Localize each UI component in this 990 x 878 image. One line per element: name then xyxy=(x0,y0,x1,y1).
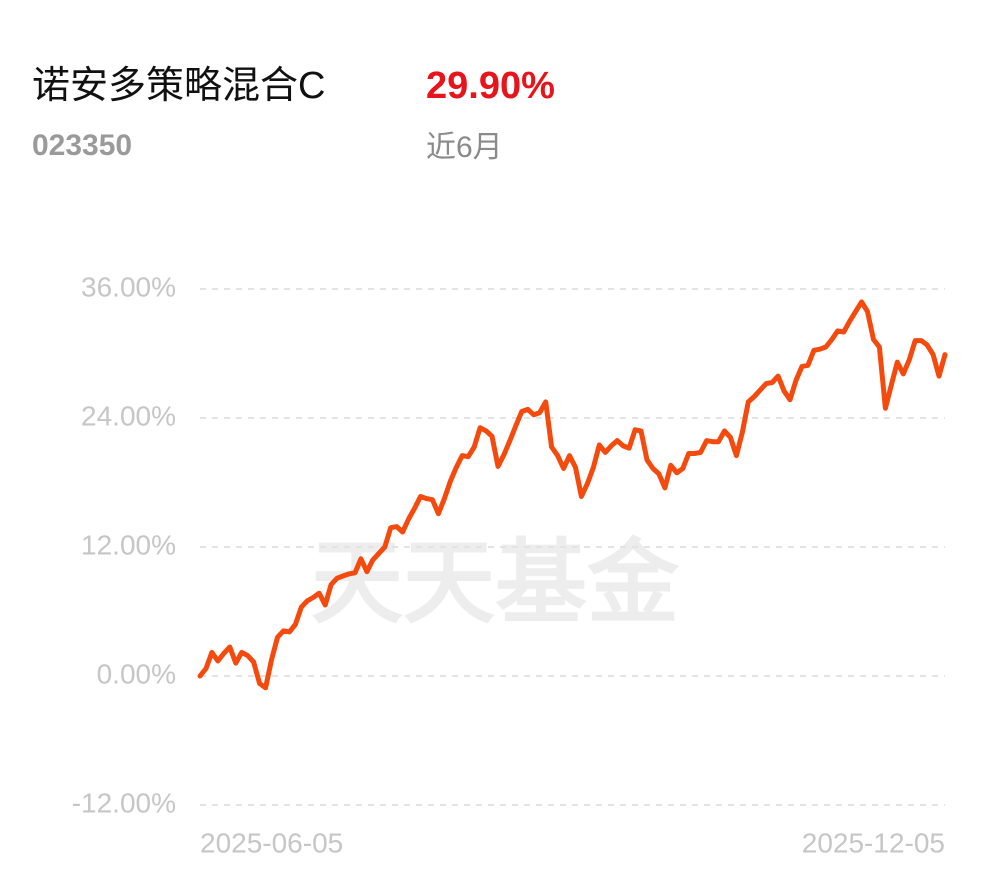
line xyxy=(197,299,948,691)
y-tick-label: 24.00% xyxy=(81,400,176,431)
period: 近6月 xyxy=(426,131,503,164)
y-tick-label: 36.00% xyxy=(81,271,176,302)
x-tick-label: 2025-06-05 xyxy=(200,827,343,858)
y-tick-label: 0.00% xyxy=(97,658,176,689)
y-tick-label: 12.00% xyxy=(81,529,176,560)
fund-name: 诺安多策略混合C xyxy=(32,65,325,107)
x-tick-label: 2025-12-05 xyxy=(802,827,945,858)
watermark: 天天基金 xyxy=(311,532,680,634)
fund-code: 023350 xyxy=(32,129,132,162)
y-tick-label: -12.00% xyxy=(72,787,176,818)
return: 29.90% xyxy=(426,65,555,107)
